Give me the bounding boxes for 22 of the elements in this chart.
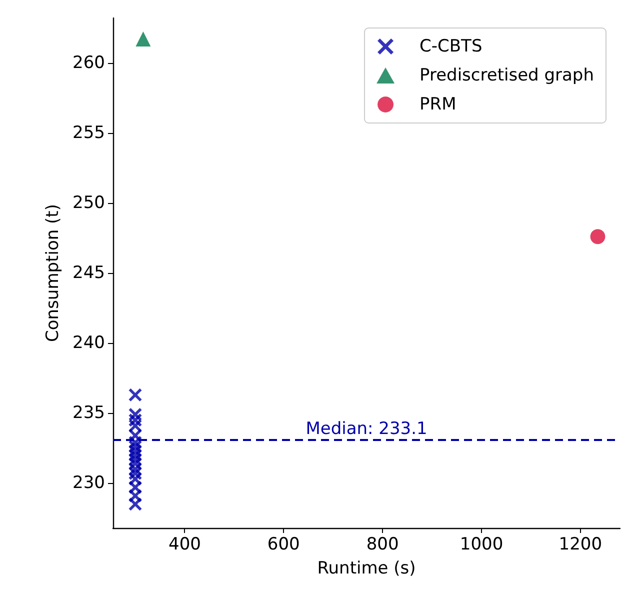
legend-label: PRM (420, 94, 456, 114)
x-tick-label: 800 (366, 534, 399, 554)
point (136, 32, 151, 47)
point (590, 229, 606, 244)
y-tick-label: 240 (72, 333, 105, 354)
y-tick-label: 250 (72, 192, 105, 213)
ref-line-label: Median: 233.1 (306, 419, 428, 440)
point (128, 498, 142, 511)
point (128, 388, 142, 402)
x-tick-label: 600 (267, 534, 300, 554)
x-tick-label: 1000 (460, 534, 504, 554)
y-tick-label: 235 (72, 403, 105, 424)
legend-label: Prediscretised graph (420, 66, 594, 86)
y-tick-label: 260 (72, 52, 105, 73)
y-tick-label: 245 (72, 263, 105, 283)
legend-label: C-CBTS (420, 36, 482, 56)
y-axis-title: Consumption (t) (43, 204, 64, 342)
x-axis-title: Runtime (s) (317, 558, 416, 578)
x-tick-label: 400 (168, 534, 201, 554)
y-tick-label: 230 (72, 473, 105, 494)
y-tick-label: 255 (72, 122, 105, 143)
x-tick-label: 1200 (558, 534, 602, 554)
